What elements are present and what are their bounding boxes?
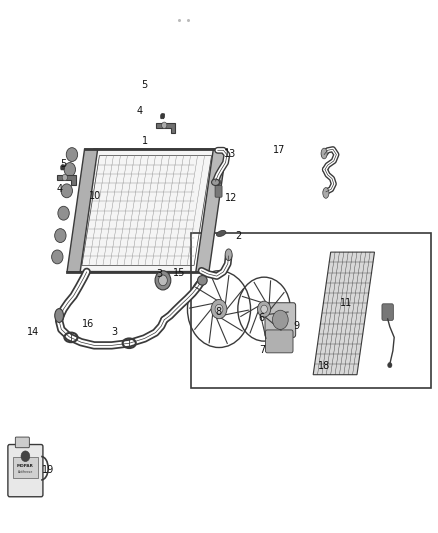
Text: 13: 13 (224, 149, 236, 158)
Circle shape (61, 184, 72, 198)
Ellipse shape (198, 276, 207, 285)
Circle shape (261, 305, 267, 313)
Circle shape (215, 179, 221, 185)
Ellipse shape (216, 230, 226, 237)
Text: 12: 12 (225, 193, 237, 203)
Polygon shape (156, 123, 175, 133)
Ellipse shape (323, 188, 329, 198)
Circle shape (64, 163, 75, 176)
FancyBboxPatch shape (15, 437, 29, 448)
Bar (191, 233, 431, 388)
FancyBboxPatch shape (382, 304, 393, 320)
Circle shape (162, 122, 167, 128)
Text: 11: 11 (340, 298, 352, 308)
Circle shape (258, 301, 271, 317)
Circle shape (159, 275, 167, 286)
Text: 10: 10 (89, 191, 102, 201)
Text: 15: 15 (173, 268, 185, 278)
FancyBboxPatch shape (265, 303, 296, 337)
FancyBboxPatch shape (215, 185, 222, 197)
Circle shape (52, 250, 63, 264)
Text: 4: 4 (136, 106, 142, 116)
Text: 4: 4 (56, 184, 62, 194)
Text: 5: 5 (60, 159, 67, 169)
Circle shape (21, 451, 30, 462)
Text: 18: 18 (318, 361, 330, 370)
Circle shape (160, 114, 165, 119)
FancyBboxPatch shape (265, 330, 293, 353)
Text: 8: 8 (215, 308, 221, 317)
Polygon shape (67, 149, 98, 272)
Text: 14: 14 (27, 327, 39, 336)
Circle shape (62, 174, 67, 181)
Circle shape (215, 304, 223, 314)
FancyBboxPatch shape (8, 445, 43, 497)
Circle shape (272, 310, 288, 329)
Text: 9: 9 (293, 321, 299, 331)
Circle shape (211, 300, 227, 319)
Circle shape (155, 271, 171, 290)
Circle shape (55, 229, 66, 243)
Ellipse shape (212, 179, 219, 185)
Ellipse shape (321, 148, 327, 159)
Text: 2: 2 (236, 231, 242, 240)
Text: 17: 17 (273, 146, 286, 155)
Text: 6: 6 (259, 313, 265, 322)
Polygon shape (57, 175, 76, 185)
Text: MOPAR: MOPAR (17, 464, 34, 469)
Polygon shape (196, 149, 226, 272)
Text: 19: 19 (42, 465, 54, 475)
Text: Antifreeze: Antifreeze (18, 470, 33, 474)
Text: 3: 3 (111, 327, 117, 336)
Text: 7: 7 (259, 345, 265, 355)
Text: 16: 16 (82, 319, 95, 328)
Circle shape (388, 362, 392, 368)
Polygon shape (313, 252, 374, 375)
Text: 1: 1 (141, 136, 148, 146)
Bar (13, 457, 38, 478)
Polygon shape (77, 149, 217, 272)
Text: 3: 3 (157, 270, 163, 279)
Circle shape (60, 165, 65, 170)
Text: 5: 5 (141, 80, 148, 90)
Ellipse shape (55, 309, 64, 322)
Ellipse shape (225, 249, 232, 261)
Circle shape (66, 148, 78, 161)
Circle shape (58, 206, 69, 220)
